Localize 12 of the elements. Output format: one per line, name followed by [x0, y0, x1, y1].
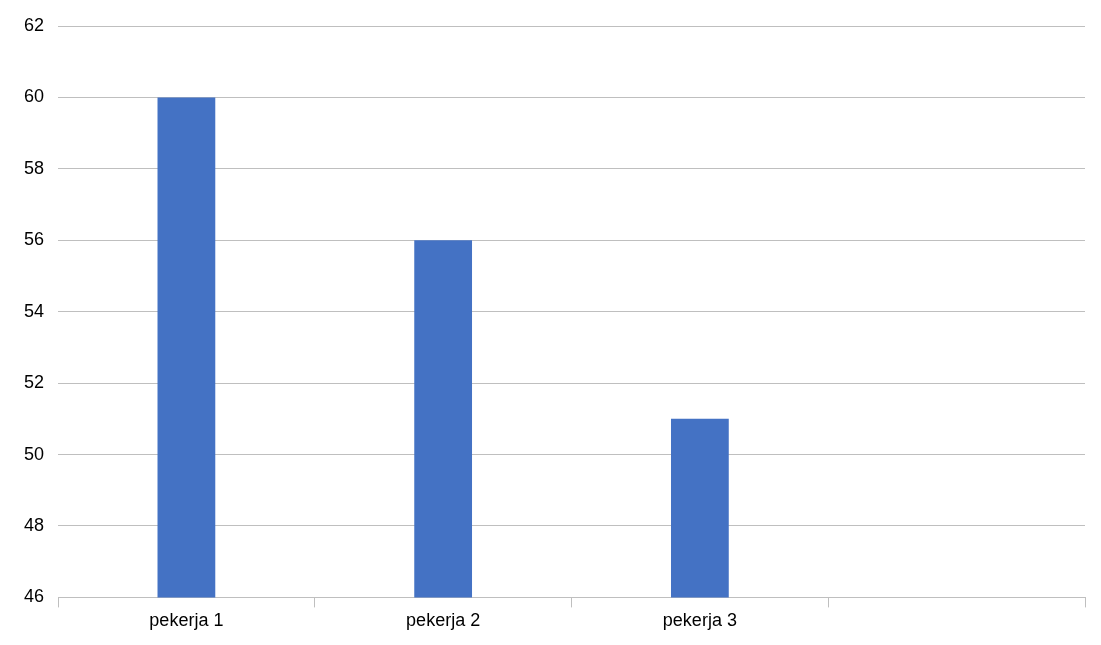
y-tick-label: 46: [23, 586, 45, 607]
y-tick-label: 54: [23, 300, 45, 321]
y-tick-label: 62: [23, 14, 45, 35]
y-tick-label: 52: [23, 372, 45, 393]
x-tick-label: pekerja 2: [406, 610, 481, 631]
y-tick-label: 48: [23, 514, 45, 535]
x-tick-label: pekerja 3: [662, 610, 737, 631]
x-tick-label: pekerja 1: [149, 610, 224, 631]
y-tick-label: 58: [23, 157, 45, 178]
y-tick-label: 56: [23, 229, 45, 250]
y-tick-label: 60: [23, 86, 45, 107]
y-tick-label: 50: [23, 443, 45, 464]
